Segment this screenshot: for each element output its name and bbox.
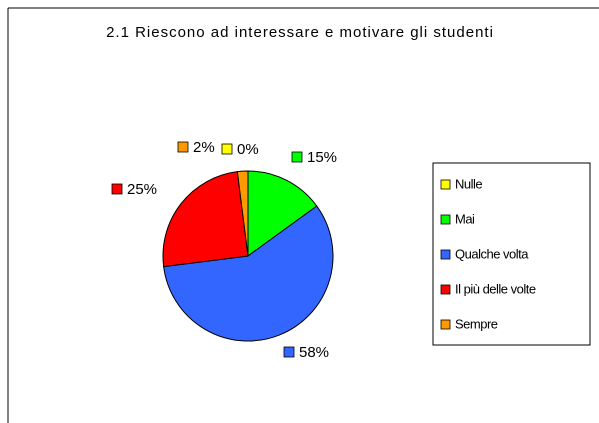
legend-swatch — [440, 319, 451, 330]
legend-box — [432, 162, 591, 346]
label-swatch — [221, 143, 233, 155]
data-label: 15% — [307, 149, 337, 166]
pie-slice — [247, 170, 318, 257]
pie-slice — [162, 171, 249, 268]
legend-label: Mai — [455, 211, 475, 226]
pie-slice — [163, 205, 334, 342]
legend-label: Qualche volta — [455, 246, 529, 261]
data-label: 0% — [237, 141, 259, 158]
pie-slice — [236, 170, 249, 257]
label-swatch — [177, 141, 189, 153]
label-swatch — [291, 151, 303, 163]
label-swatch — [111, 183, 123, 195]
chart-title: 2.1 Riescono ad interessare e motivare g… — [106, 24, 494, 41]
label-swatch — [283, 346, 295, 358]
data-label: 58% — [299, 344, 329, 361]
legend-swatch — [440, 249, 451, 260]
data-label: 25% — [127, 181, 157, 198]
legend-swatch — [440, 284, 451, 295]
legend-swatch — [440, 179, 451, 190]
legend-label: Nulle — [455, 176, 482, 191]
legend-label: Il più delle volte — [455, 281, 536, 296]
data-label: 2% — [193, 139, 215, 156]
legend-label: Sempre — [455, 316, 498, 331]
legend-swatch — [440, 214, 451, 225]
